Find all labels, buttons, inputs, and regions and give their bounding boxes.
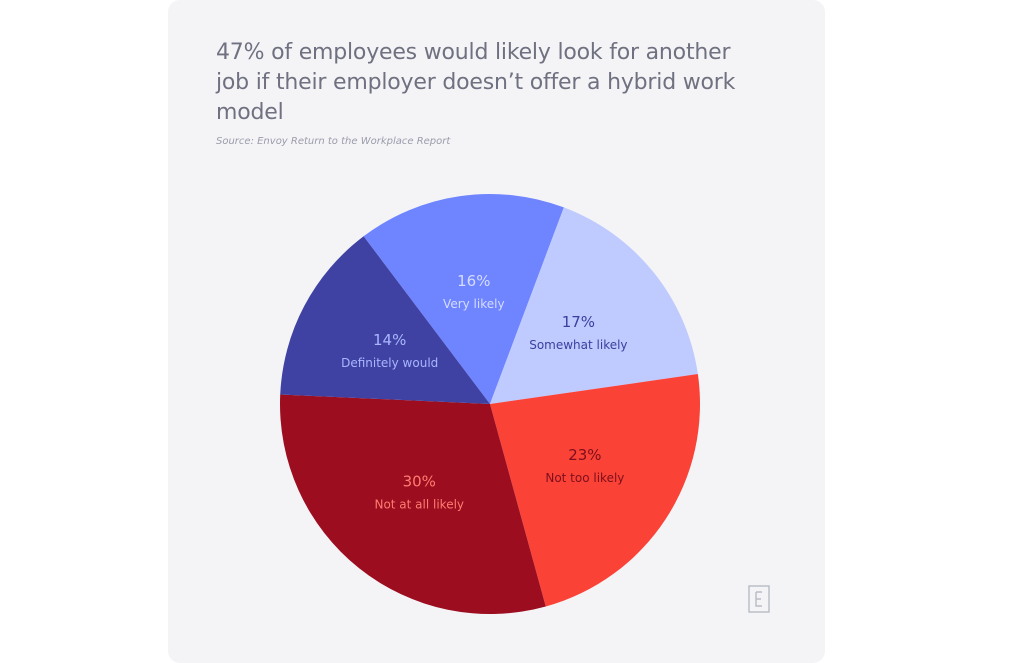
slice-category-label: Very likely bbox=[443, 297, 505, 311]
envoy-e-icon bbox=[748, 585, 770, 613]
slice-category-label: Not at all likely bbox=[374, 498, 464, 512]
slice-category-label: Somewhat likely bbox=[529, 338, 627, 352]
slice-category-label: Definitely would bbox=[341, 356, 438, 370]
slice-category-label: Not too likely bbox=[545, 471, 624, 485]
pie-slice-somewhat-likely bbox=[490, 207, 698, 404]
slice-value-label: 30% bbox=[403, 473, 436, 491]
slice-value-label: 16% bbox=[457, 272, 490, 290]
slice-value-label: 14% bbox=[373, 331, 406, 349]
slice-value-label: 23% bbox=[568, 446, 601, 464]
pie-slice-very-likely bbox=[363, 194, 564, 404]
chart-card: 47% of employees would likely look for a… bbox=[168, 0, 825, 663]
chart-title: 47% of employees would likely look for a… bbox=[216, 40, 736, 125]
chart-source: Source: Envoy Return to the Workplace Re… bbox=[216, 136, 451, 147]
slice-value-label: 17% bbox=[562, 313, 595, 331]
pie-chart: 16% Very likely 17% Somewhat likely 23% Not t… bbox=[280, 194, 700, 614]
pie-slice-definitely-would bbox=[280, 236, 490, 404]
pie-slice-not-too-likely bbox=[490, 374, 700, 607]
pie-slice-not-at-all-likely bbox=[280, 394, 546, 614]
